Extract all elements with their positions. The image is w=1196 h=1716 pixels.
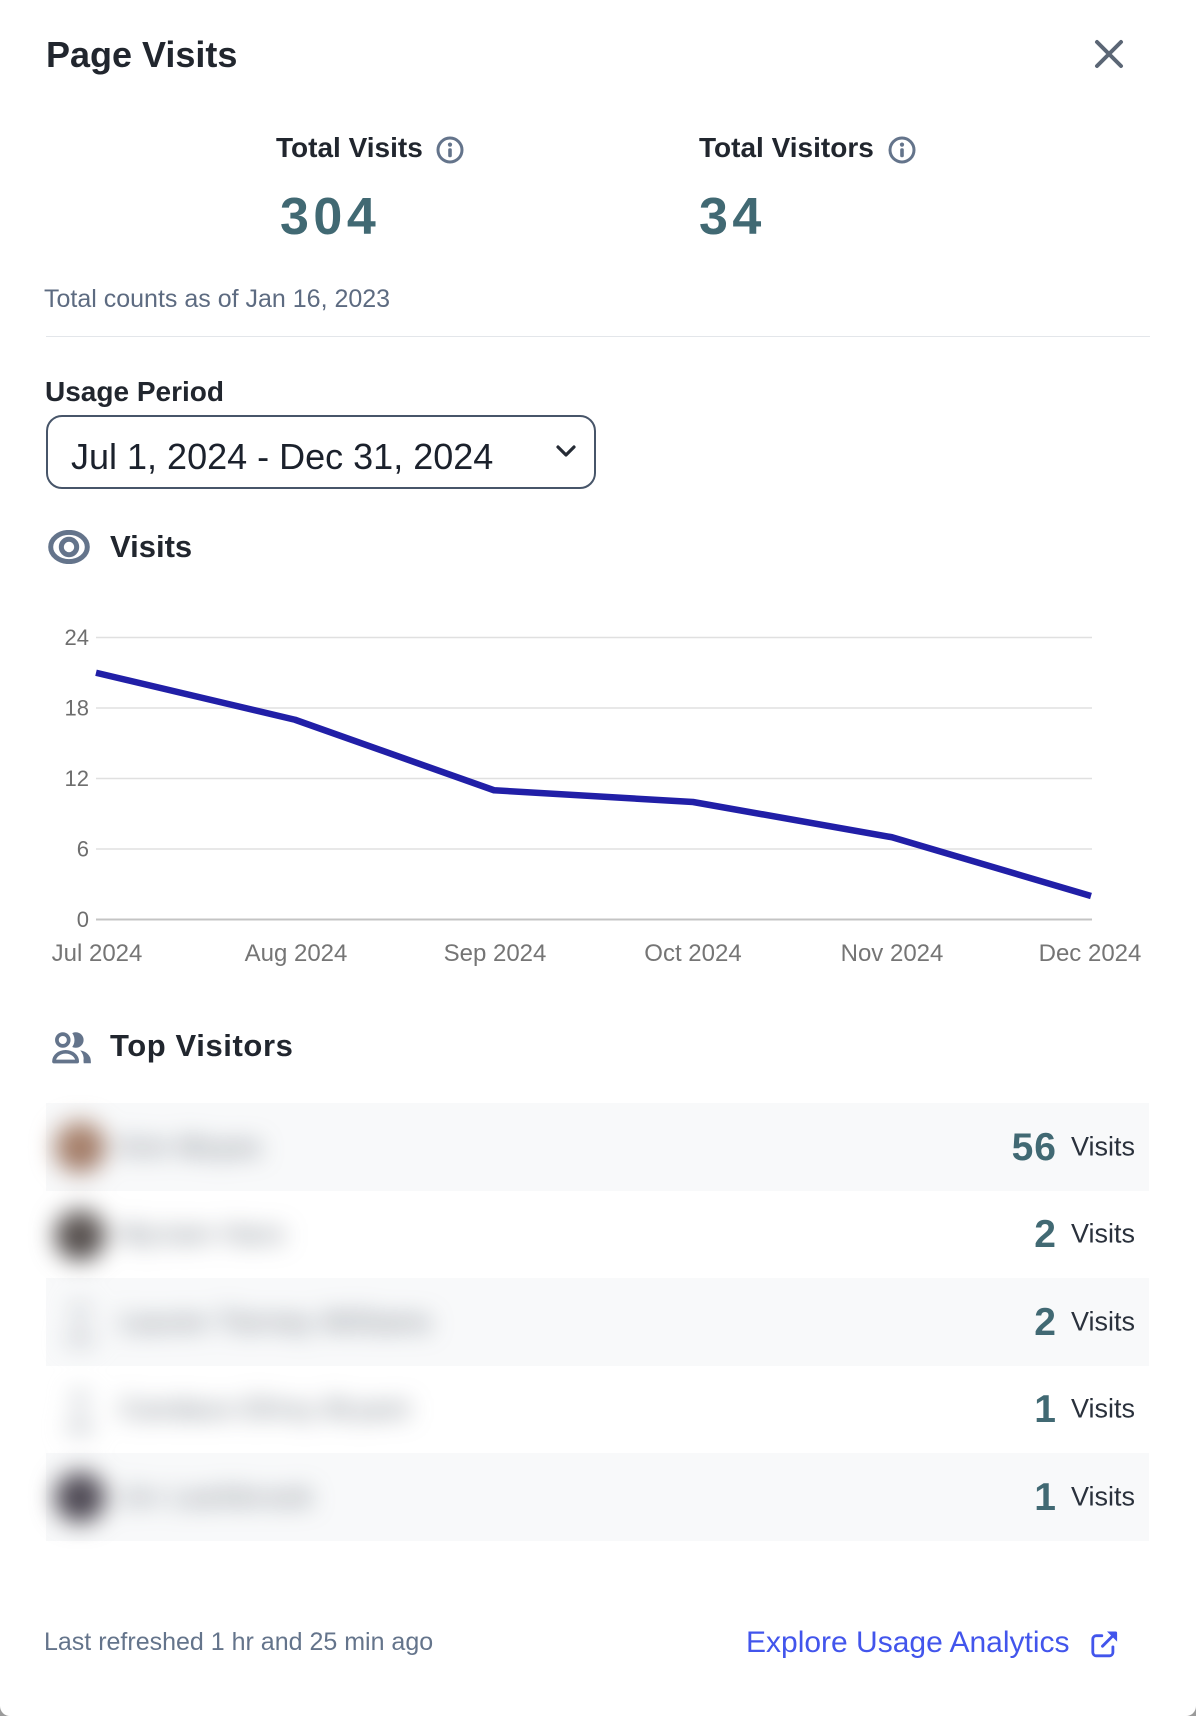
svg-text:12: 12 xyxy=(65,766,89,791)
svg-text:Nov 2024: Nov 2024 xyxy=(841,940,944,967)
svg-text:0: 0 xyxy=(77,907,89,932)
svg-text:Oct 2024: Oct 2024 xyxy=(644,940,741,967)
svg-text:Sep 2024: Sep 2024 xyxy=(444,940,547,967)
svg-text:6: 6 xyxy=(77,837,89,862)
svg-text:24: 24 xyxy=(65,625,89,650)
svg-text:Dec 2024: Dec 2024 xyxy=(1039,940,1142,967)
svg-text:Jul 2024: Jul 2024 xyxy=(52,940,143,967)
svg-text:Aug 2024: Aug 2024 xyxy=(245,940,348,967)
svg-text:18: 18 xyxy=(65,696,89,721)
